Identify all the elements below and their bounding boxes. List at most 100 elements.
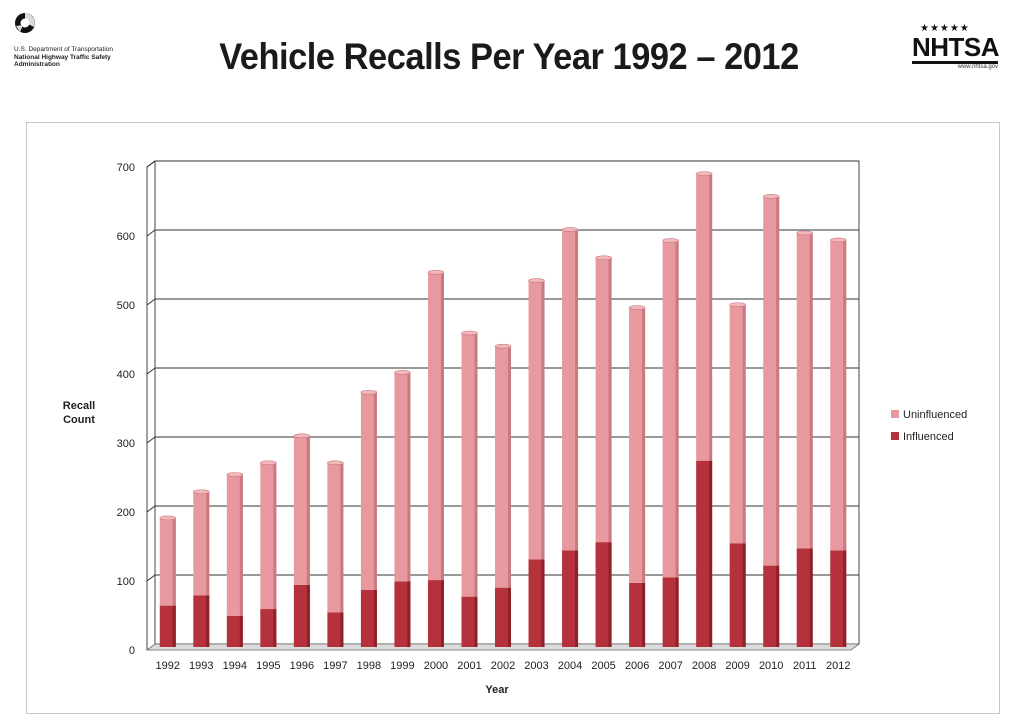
bar-top-cap: [360, 390, 378, 395]
bar-uninfluenced: [226, 474, 243, 616]
bar-influenced: [729, 543, 746, 647]
bar-uninfluenced: [796, 233, 813, 549]
bar-influenced: [629, 582, 646, 647]
nhtsa-underline: [912, 61, 998, 64]
bar-influenced: [427, 580, 444, 647]
bar-influenced: [528, 559, 545, 647]
x-tick-label: 1992: [156, 660, 180, 672]
bar-uninfluenced: [159, 517, 176, 606]
y-tick-label: 500: [117, 300, 135, 312]
bar-uninfluenced: [595, 257, 612, 543]
bar-uninfluenced-shade: [709, 173, 713, 461]
bar-top-cap: [528, 278, 545, 283]
y-tick-label: 300: [117, 438, 135, 450]
bar-influenced: [394, 581, 411, 647]
x-tick-label: 2002: [491, 660, 515, 672]
bar-influenced: [293, 584, 310, 647]
dot-logo: [14, 12, 36, 43]
x-tick-label: 2005: [591, 660, 615, 672]
y-tick-label: 100: [117, 576, 135, 588]
bar-uninfluenced-shade: [776, 196, 780, 566]
bar-influenced-shade: [776, 565, 780, 647]
bar-influenced: [327, 612, 344, 647]
bar-influenced: [662, 577, 679, 647]
bar-influenced-shade: [508, 587, 511, 647]
bar-uninfluenced: [662, 240, 679, 578]
x-tick-label: 1996: [290, 660, 314, 672]
bar-top-cap: [494, 343, 512, 349]
bar-top-cap: [260, 460, 277, 466]
x-tick-label: 1999: [390, 660, 414, 672]
y-tick-label: 200: [117, 507, 135, 519]
bar-top-cap: [427, 270, 445, 275]
y-tick-label: 700: [117, 162, 135, 174]
x-tick-label: 2010: [759, 660, 783, 672]
bar-top-cap: [327, 460, 344, 466]
bar-influenced: [226, 615, 243, 647]
bar-uninfluenced-shade: [407, 372, 411, 582]
bar-top-cap: [796, 230, 814, 236]
bar-uninfluenced: [763, 196, 780, 566]
bar-influenced-shade: [843, 550, 847, 647]
bar-influenced: [763, 565, 780, 647]
bar-uninfluenced: [696, 173, 713, 461]
bar-uninfluenced-shade: [541, 280, 545, 560]
bar-uninfluenced: [394, 372, 411, 582]
bar-influenced: [461, 596, 478, 647]
bar-top-cap: [394, 370, 411, 375]
gridline-side: [146, 367, 156, 375]
bar-uninfluenced-shade: [809, 233, 813, 549]
bar-top-cap: [159, 515, 177, 521]
bar-uninfluenced: [327, 462, 344, 613]
x-tick-label: 1997: [323, 660, 347, 672]
bar-uninfluenced: [193, 491, 210, 596]
x-tick-label: 2001: [457, 660, 481, 672]
bar-top-cap: [226, 472, 244, 477]
x-tick-label: 2008: [692, 660, 716, 672]
bar-uninfluenced-shade: [508, 346, 511, 588]
bar-influenced-shade: [474, 596, 478, 647]
bar-uninfluenced-shade: [608, 257, 612, 543]
x-tick-label: 2012: [826, 660, 850, 672]
bar-uninfluenced: [629, 307, 646, 583]
bar-influenced: [159, 605, 176, 647]
nhtsa-wordmark: NHTSA: [912, 32, 1000, 62]
page-title: Vehicle Recalls Per Year 1992 – 2012: [219, 36, 799, 77]
bar-uninfluenced-shade: [206, 491, 210, 596]
x-tick-label: 2000: [424, 660, 448, 672]
bar-uninfluenced-shade: [474, 333, 478, 597]
bar-influenced: [796, 548, 813, 647]
bar-influenced-shade: [575, 550, 579, 647]
x-tick-label: 2003: [524, 660, 548, 672]
bar-top-cap: [662, 238, 679, 243]
x-tick-label: 1994: [223, 660, 247, 672]
gridline-side: [146, 229, 156, 237]
bar-uninfluenced-shade: [575, 229, 579, 551]
bar-uninfluenced-shade: [440, 272, 444, 581]
dot-triskelion-icon: [15, 13, 35, 33]
bar-top-cap: [461, 330, 478, 336]
nhtsa-logo: ★★★★★ NHTSA www.nhtsa.gov: [912, 24, 1008, 71]
bar-influenced-shade: [172, 605, 176, 647]
legend-label-influenced: Influenced: [903, 431, 954, 443]
x-tick-label: 2004: [558, 660, 582, 672]
bar-top-cap: [595, 255, 612, 261]
bar-influenced-shade: [608, 542, 612, 647]
bar-uninfluenced-shade: [675, 240, 679, 578]
x-axis-label: Year: [485, 684, 509, 696]
bar-influenced: [360, 589, 377, 647]
bar-influenced: [193, 595, 210, 647]
gridline-side: [146, 436, 156, 444]
bar-uninfluenced: [830, 239, 847, 551]
bar-top-cap: [628, 305, 646, 310]
bar-influenced-shade: [541, 559, 545, 647]
gridline-side: [146, 298, 156, 306]
bar-top-cap: [561, 227, 579, 232]
y-tick-label: 0: [129, 645, 135, 657]
page-header: U.S. Department of Transportation Nation…: [0, 0, 1018, 110]
bar-uninfluenced: [528, 280, 545, 560]
bar-influenced-shade: [373, 589, 377, 647]
x-tick-label: 1998: [357, 660, 381, 672]
bar-top-cap: [192, 489, 210, 495]
bar-top-cap: [695, 171, 713, 176]
